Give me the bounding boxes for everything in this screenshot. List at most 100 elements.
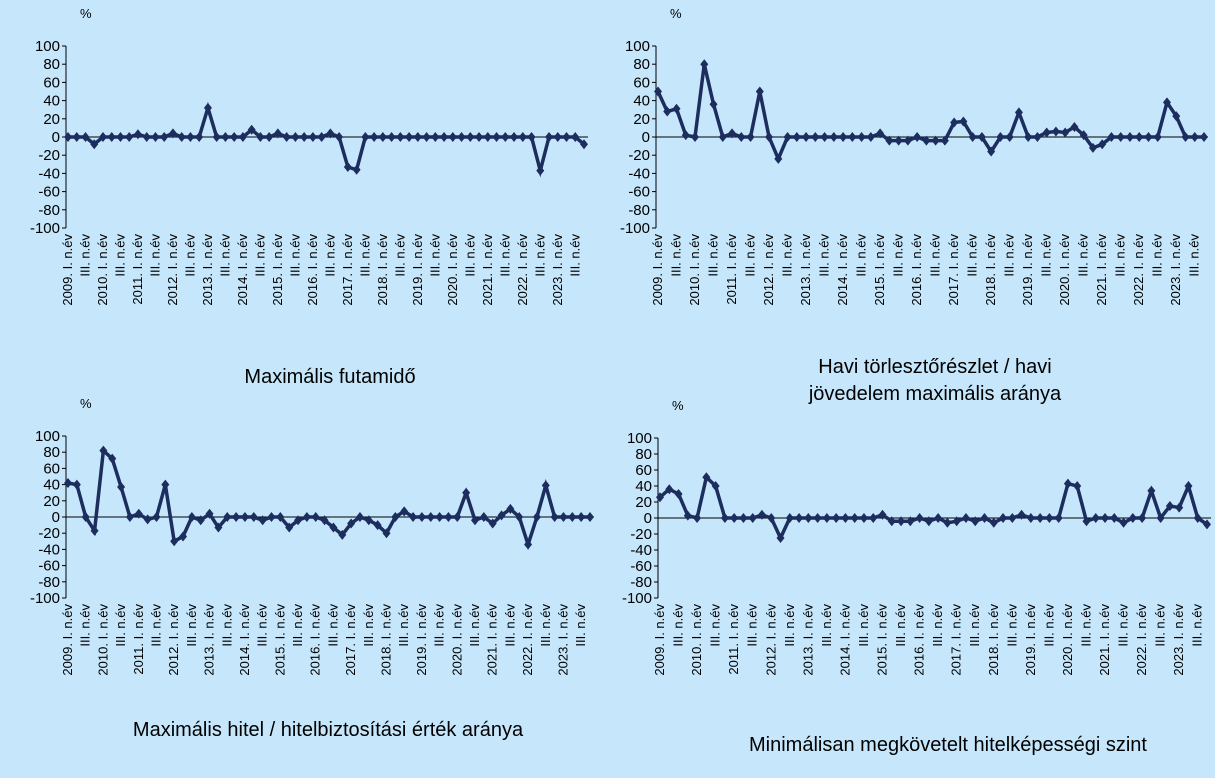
marker	[212, 132, 221, 142]
x-tick-label: 2012. I. n.év	[165, 234, 180, 306]
marker	[435, 512, 444, 522]
marker	[320, 515, 329, 526]
marker	[195, 132, 204, 142]
x-tick-label: 2019. I. n.év	[1020, 234, 1035, 306]
marker	[545, 132, 554, 142]
x-tick-label: III. n.év	[930, 604, 945, 647]
x-tick-label: 2023. I. n.év	[1171, 604, 1186, 676]
x-tick-label: III. n.év	[148, 604, 163, 647]
y-tick-label: -60	[630, 558, 652, 575]
marker	[1051, 126, 1060, 137]
marker	[400, 506, 409, 517]
marker	[1138, 513, 1147, 523]
marker	[470, 515, 479, 526]
marker	[267, 512, 276, 522]
marker	[730, 513, 739, 523]
marker	[1125, 132, 1134, 142]
y-tick-label: 40	[635, 478, 652, 495]
x-tick-label: III. n.év	[325, 604, 340, 647]
marker	[571, 132, 580, 142]
x-tick-label: 2010. I. n.év	[689, 604, 704, 676]
x-tick-label: 2019. I. n.év	[414, 604, 429, 676]
y-tick-label: -100	[30, 220, 60, 237]
marker	[1017, 509, 1026, 520]
marker	[133, 129, 142, 140]
x-tick-label: III. n.év	[1113, 234, 1128, 277]
marker	[940, 135, 949, 146]
y-tick-label: 100	[35, 428, 60, 445]
marker	[249, 512, 258, 522]
marker	[134, 508, 143, 519]
y-tick-label: -40	[38, 541, 60, 558]
chart-title: Minimálisan megkövetelt hitelképességi s…	[749, 734, 1147, 756]
marker	[987, 146, 996, 157]
marker	[774, 153, 783, 164]
x-tick-label: 2011. I. n.év	[724, 234, 739, 305]
y-tick-label: -60	[38, 558, 60, 575]
marker	[1190, 132, 1199, 142]
marker	[338, 529, 347, 540]
y-tick-label: -80	[38, 202, 60, 219]
x-tick-label: 2013. I. n.év	[202, 604, 217, 676]
marker	[326, 128, 335, 139]
y-tick-label: 0	[644, 510, 652, 527]
marker	[755, 86, 764, 97]
x-tick-label: III. n.év	[392, 234, 407, 277]
x-tick-label: 2013. I. n.év	[200, 234, 215, 306]
x-tick-label: 2016. I. n.év	[308, 604, 323, 676]
marker	[1165, 501, 1174, 511]
x-tick-label: III. n.év	[745, 604, 760, 647]
x-tick-label: 2021. I. n.év	[1097, 604, 1112, 676]
x-tick-label: 2009. I. n.év	[60, 604, 75, 676]
marker	[559, 512, 568, 522]
x-tick-label: 2013. I. n.év	[800, 604, 815, 676]
marker	[364, 515, 373, 526]
marker	[876, 128, 885, 139]
x-tick-label: III. n.év	[255, 604, 270, 647]
x-tick-label: 2019. I. n.év	[1023, 604, 1038, 676]
marker	[562, 132, 571, 142]
marker	[518, 132, 527, 142]
marker	[457, 132, 466, 142]
x-tick-label: III. n.év	[462, 234, 477, 277]
x-tick-label: III. n.év	[1076, 234, 1091, 277]
marker	[475, 132, 484, 142]
x-tick-label: 2023. I. n.év	[1168, 234, 1183, 306]
marker	[1107, 132, 1116, 142]
x-tick-label: III. n.év	[252, 234, 267, 277]
y-tick-label: 80	[43, 56, 60, 73]
x-tick-label: 2023. I. n.év	[555, 604, 570, 676]
x-tick-label: 2022. I. n.év	[1134, 604, 1149, 676]
marker	[848, 132, 857, 142]
y-unit: %	[80, 6, 92, 21]
chart-title: Maximális futamidő	[244, 366, 416, 388]
marker	[866, 132, 875, 142]
chart-title: Maximális hitel / hitelbiztosítási érték…	[132, 719, 524, 741]
x-tick-label: 2009. I. n.év	[652, 604, 667, 676]
marker	[577, 512, 586, 522]
y-tick-label: 0	[52, 129, 60, 146]
marker	[792, 132, 801, 142]
x-tick-label: III. n.év	[854, 234, 869, 277]
marker	[1119, 517, 1128, 528]
x-tick-label: 2013. I. n.év	[798, 234, 813, 306]
marker	[258, 515, 267, 526]
marker	[903, 135, 912, 146]
marker	[352, 164, 361, 175]
marker	[196, 515, 205, 526]
marker	[913, 132, 922, 142]
y-tick-label: -20	[630, 526, 652, 543]
marker	[718, 132, 727, 142]
marker	[488, 518, 497, 529]
marker	[1144, 132, 1153, 142]
x-tick-label: 2010. I. n.év	[95, 234, 110, 306]
marker	[968, 132, 977, 142]
marker	[580, 139, 588, 150]
marker	[302, 512, 311, 522]
x-tick-label: 2016. I. n.év	[305, 234, 320, 306]
marker	[116, 132, 125, 142]
marker	[343, 162, 352, 173]
marker	[1172, 111, 1181, 122]
marker	[887, 516, 896, 527]
x-tick-label: III. n.év	[147, 234, 162, 277]
